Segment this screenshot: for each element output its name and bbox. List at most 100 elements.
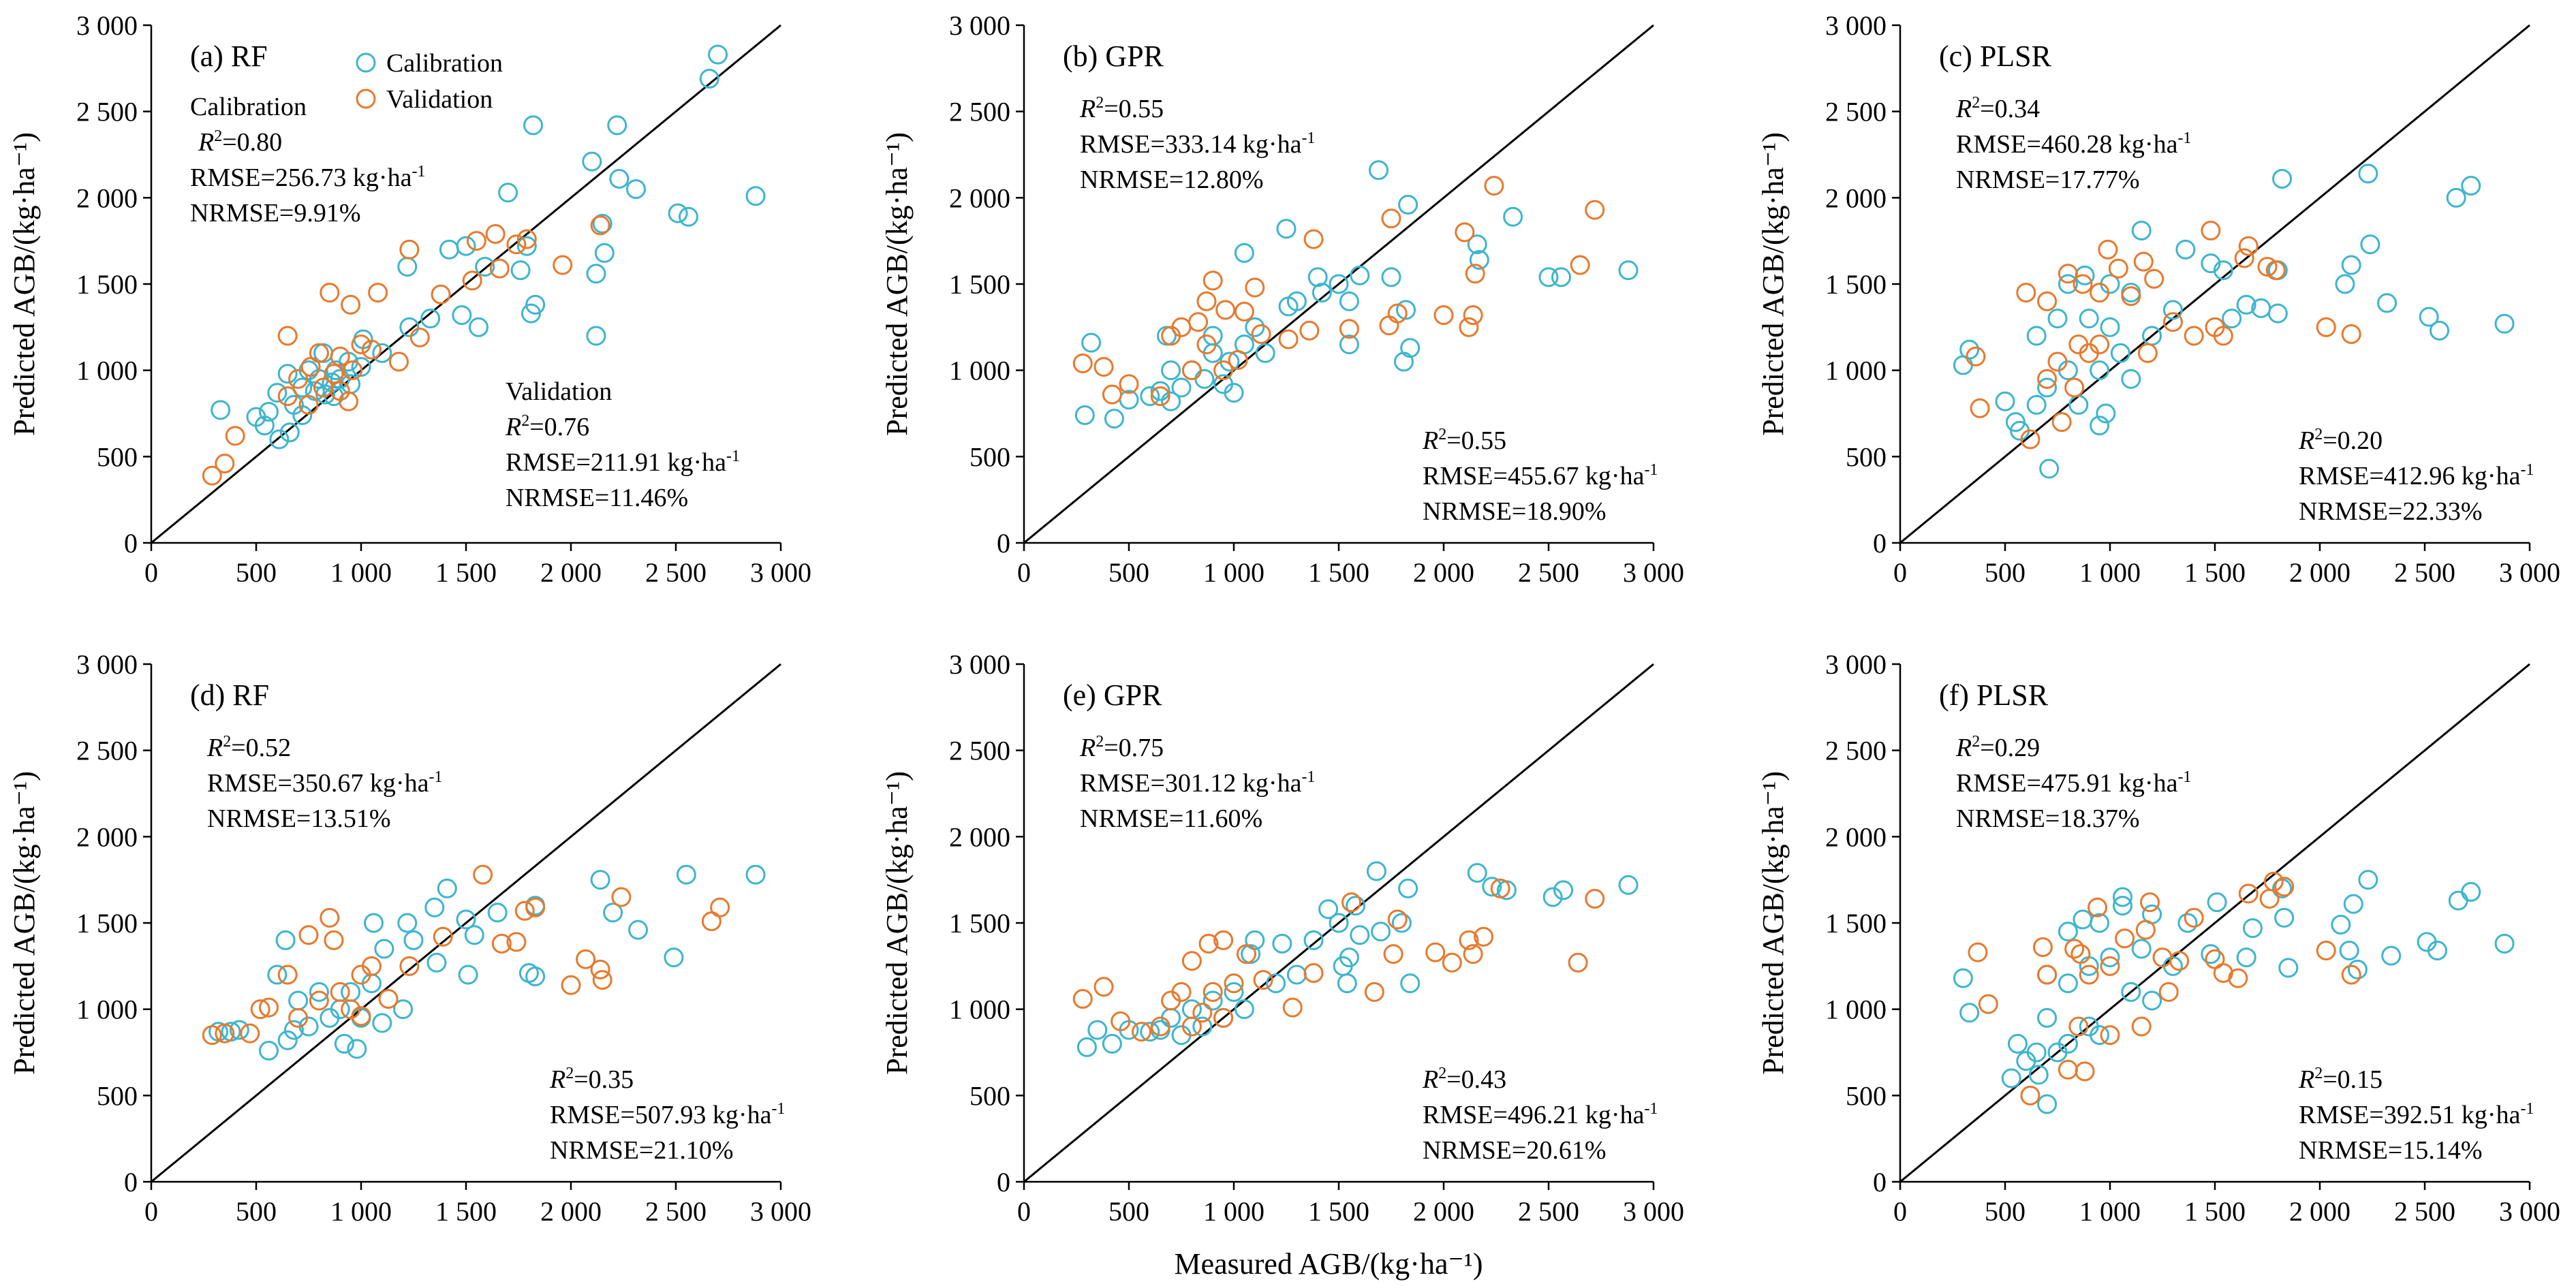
validation-point — [2098, 239, 2118, 260]
x-tick-label: 1 500 — [1308, 557, 1369, 588]
validation-point — [2100, 956, 2120, 976]
validation-point — [473, 864, 493, 885]
calibration-point — [2016, 1051, 2036, 1071]
x-tick-label: 2 000 — [540, 557, 602, 588]
calibration-point — [1076, 1037, 1097, 1057]
validation-point — [288, 1007, 309, 1028]
calibration-point — [1398, 878, 1418, 898]
calibration-point — [277, 1030, 298, 1050]
validation-point — [361, 339, 382, 360]
calibration-point — [676, 864, 696, 885]
validation-point — [2068, 1016, 2089, 1037]
validation-point — [1181, 360, 1202, 381]
validation-stats: R2=0.15 RMSE=392.51 kg·ha-1 NRMSE=15.14% — [2298, 1065, 2534, 1165]
validation-point — [330, 982, 350, 1002]
calibration-point — [1286, 964, 1307, 985]
validation-point — [300, 357, 321, 377]
calibration-point — [586, 264, 606, 284]
validation-point — [1585, 200, 1605, 220]
calibration-point — [523, 115, 544, 136]
calibration-point — [2242, 918, 2263, 939]
validation-point — [1484, 176, 1504, 196]
calibration-point — [1081, 332, 1102, 353]
calibration-point — [2236, 947, 2256, 968]
x-tick-label: 500 — [1108, 1196, 1149, 1227]
r2-value: R2=0.34 — [1955, 94, 2040, 123]
calibration-point — [2267, 303, 2288, 324]
calibration-point — [2028, 1065, 2049, 1085]
calibration-point — [2058, 973, 2078, 994]
calibration-point — [1959, 1003, 1980, 1023]
calibration-point — [2430, 320, 2450, 341]
calibration-point — [2343, 894, 2363, 914]
validation-point — [2051, 412, 2072, 433]
validation-point — [1181, 1016, 1202, 1037]
calibration-point — [1140, 386, 1160, 407]
x-tick-label: 2 500 — [1518, 1196, 1579, 1227]
calibration-point — [2207, 892, 2227, 913]
r2-value: R2=0.43 — [1422, 1065, 1506, 1094]
validation-point — [1251, 324, 1271, 344]
calibration-point — [277, 364, 298, 384]
x-tick-label: 2 500 — [2394, 557, 2455, 588]
calibration-point — [1339, 334, 1359, 355]
nrmse-value: NRMSE=13.51% — [207, 804, 391, 833]
calibration-point — [2090, 360, 2110, 381]
validation-series — [1072, 176, 1605, 407]
one-to-one-line — [1023, 24, 1654, 544]
x-tick-label: 2 500 — [645, 557, 707, 588]
calibration-point — [2100, 947, 2120, 968]
calibration-stats: R2=0.55 RMSE=333.14 kg·ha-1 NRMSE=12.80% — [1079, 94, 1315, 194]
calibration-point — [456, 909, 476, 930]
rmse-value: RMSE=392.51 kg·ha-1 — [2299, 1100, 2534, 1129]
y-tick-label: 500 — [969, 1080, 1010, 1111]
validation-point — [516, 229, 537, 249]
nrmse-value: NRMSE=18.37% — [1956, 804, 2140, 833]
x-tick-label: 1 500 — [2184, 1196, 2246, 1227]
calibration-point — [2446, 187, 2466, 208]
calibration-point — [699, 69, 719, 89]
r2-value: R2=0.29 — [1955, 733, 2040, 762]
calibration-point — [2131, 220, 2152, 240]
calibration-point — [320, 1007, 340, 1028]
calibration-point — [1318, 899, 1339, 920]
calibration-point — [2037, 1094, 2058, 1114]
calibration-point — [456, 236, 476, 256]
validation-point — [1568, 952, 1588, 973]
validation-point — [343, 360, 363, 381]
calibration-point — [424, 897, 445, 918]
validation-point — [1196, 334, 1217, 355]
calibration-point — [607, 115, 627, 136]
calibration-point — [458, 964, 478, 985]
calibration-point — [1074, 405, 1095, 426]
x-tick-label: 3 000 — [1623, 1196, 1684, 1227]
y-axis-title: Predicted AGB/(kg·ha⁻¹) — [880, 132, 914, 436]
calibration-point — [2110, 343, 2130, 363]
calibration-point — [267, 964, 288, 985]
validation-point — [399, 956, 420, 976]
validation-point — [2169, 951, 2190, 971]
legend-validation-marker — [356, 89, 376, 109]
validation-point — [2238, 883, 2259, 904]
calibration-stats: R2=0.29 RMSE=475.91 kg·ha-1 NRMSE=18.37% — [1955, 733, 2191, 833]
calibration-point — [2047, 1042, 2068, 1063]
calibration-point — [2358, 870, 2378, 890]
validation-point — [466, 231, 486, 251]
validation-point — [341, 999, 361, 1020]
validation-point — [2016, 283, 2036, 303]
calibration-point — [2427, 941, 2447, 961]
calibration-point — [393, 999, 414, 1020]
calibration-point — [1192, 1016, 1213, 1037]
validation-point — [2115, 928, 2135, 949]
y-tick-label: 1 000 — [949, 994, 1010, 1025]
x-tick-label: 500 — [1985, 557, 2026, 588]
validation-point — [2121, 286, 2141, 307]
calibration-point — [664, 947, 684, 968]
calibration-point — [2112, 896, 2132, 916]
validation-point — [1236, 944, 1256, 964]
y-tick-label: 0 — [1873, 1167, 1887, 1197]
validation-point — [1228, 349, 1248, 370]
calibration-point — [1266, 973, 1286, 994]
calibration-point — [1104, 409, 1124, 429]
validation-point — [378, 988, 399, 1009]
